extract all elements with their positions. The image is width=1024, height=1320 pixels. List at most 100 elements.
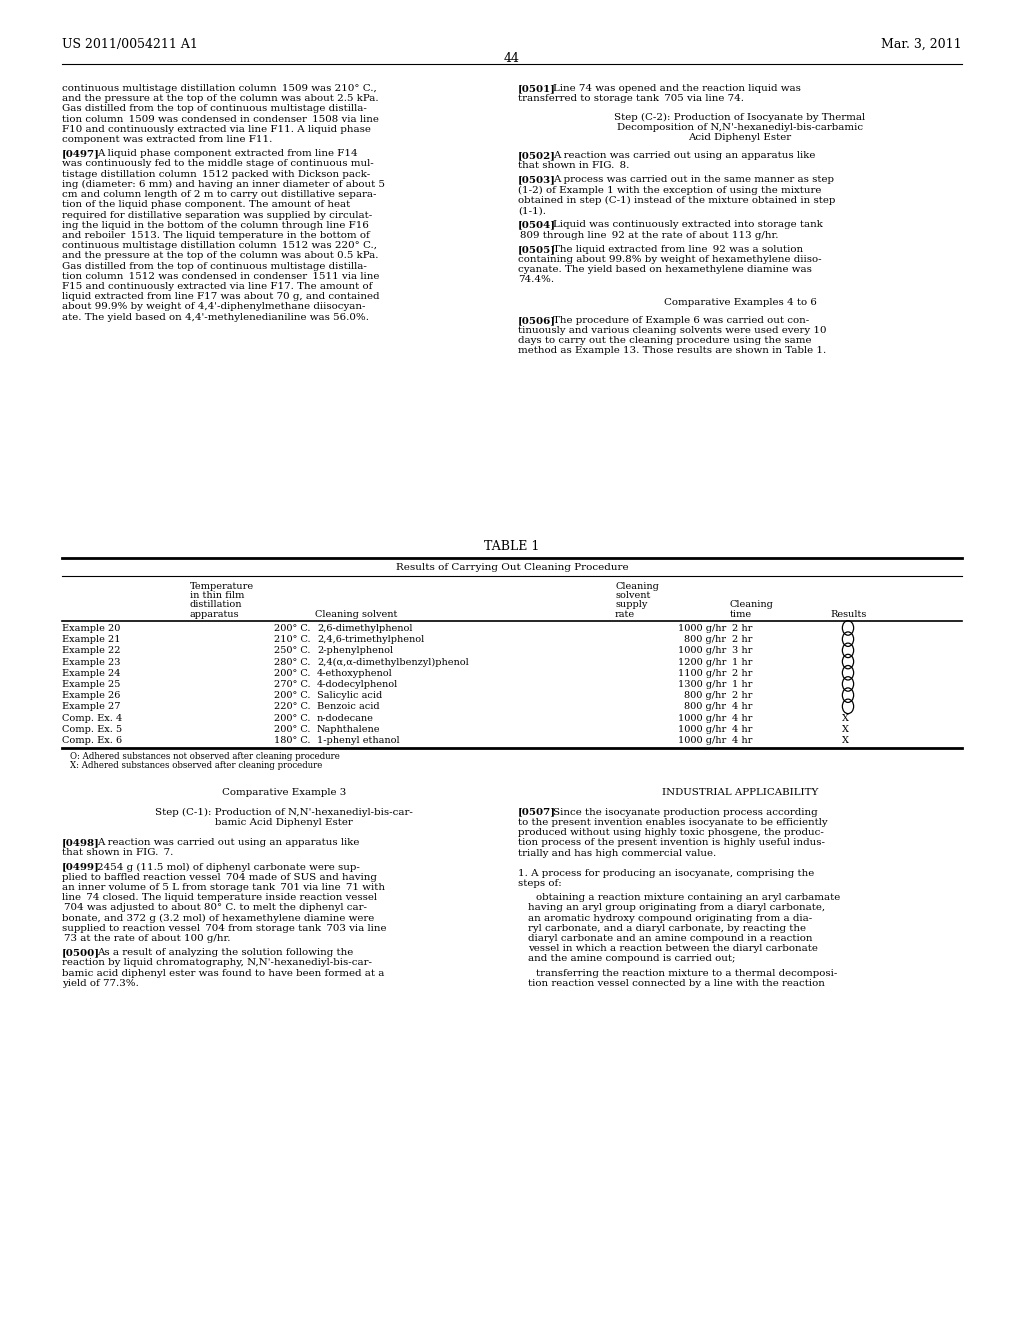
Text: Comp. Ex. 6: Comp. Ex. 6 [62, 737, 122, 744]
Text: Gas distilled from the top of continuous multistage distilla-: Gas distilled from the top of continuous… [62, 261, 367, 271]
Text: Cleaning: Cleaning [615, 582, 658, 591]
Text: Example 26: Example 26 [62, 692, 121, 700]
Text: Liquid was continuously extracted into storage tank: Liquid was continuously extracted into s… [553, 220, 823, 230]
Text: 200° C.: 200° C. [274, 714, 311, 722]
Text: 270° C.: 270° C. [274, 680, 311, 689]
Text: 4 hr: 4 hr [732, 702, 753, 711]
Text: 4-ethoxyphenol: 4-ethoxyphenol [317, 669, 393, 677]
Text: Example 20: Example 20 [62, 624, 121, 634]
Text: 1000 g/hr: 1000 g/hr [678, 647, 726, 655]
Text: about 99.9% by weight of 4,4'-diphenylmethane diisocyan-: about 99.9% by weight of 4,4'-diphenylme… [62, 302, 366, 312]
Text: 1-phenyl ethanol: 1-phenyl ethanol [317, 737, 399, 744]
Text: 809 through line  92 at the rate of about 113 g/hr.: 809 through line 92 at the rate of about… [518, 231, 778, 239]
Text: tion reaction vessel connected by a line with the reaction: tion reaction vessel connected by a line… [528, 979, 825, 987]
Text: A process was carried out in the same manner as step: A process was carried out in the same ma… [553, 176, 835, 185]
Text: 280° C.: 280° C. [274, 657, 311, 667]
Text: and the pressure at the top of the column was about 0.5 kPa.: and the pressure at the top of the colum… [62, 251, 379, 260]
Text: 1000 g/hr: 1000 g/hr [678, 737, 726, 744]
Text: 4 hr: 4 hr [732, 725, 753, 734]
Text: that shown in FIG.  8.: that shown in FIG. 8. [518, 161, 630, 170]
Text: Example 24: Example 24 [62, 669, 121, 677]
Text: required for distillative separation was supplied by circulat-: required for distillative separation was… [62, 211, 373, 219]
Text: [0498]: [0498] [62, 838, 99, 847]
Text: X: X [842, 725, 849, 734]
Text: 250° C.: 250° C. [274, 647, 311, 655]
Text: US 2011/0054211 A1: US 2011/0054211 A1 [62, 38, 198, 51]
Text: Cleaning: Cleaning [730, 601, 774, 610]
Text: 200° C.: 200° C. [274, 692, 311, 700]
Text: 800 g/hr: 800 g/hr [684, 635, 726, 644]
Text: [0500]: [0500] [62, 948, 100, 957]
Text: 2 hr: 2 hr [732, 635, 753, 644]
Text: continuous multistage distillation column  1509 was 210° C.,: continuous multistage distillation colum… [62, 84, 377, 92]
Text: and the pressure at the top of the column was about 2.5 kPa.: and the pressure at the top of the colum… [62, 94, 379, 103]
Text: Mar. 3, 2011: Mar. 3, 2011 [882, 38, 962, 51]
Text: [0499]: [0499] [62, 862, 99, 871]
Text: 4 hr: 4 hr [732, 737, 753, 744]
Text: 200° C.: 200° C. [274, 624, 311, 634]
Text: Comp. Ex. 4: Comp. Ex. 4 [62, 714, 122, 722]
Text: ate. The yield based on 4,4'-methylenedianiline was 56.0%.: ate. The yield based on 4,4'-methylenedi… [62, 313, 369, 322]
Text: Example 22: Example 22 [62, 647, 121, 655]
Text: F​15 and continuously extracted via line F​17. The amount of: F​15 and continuously extracted via line… [62, 282, 373, 290]
Text: 1 hr: 1 hr [732, 657, 753, 667]
Text: (1-2) of Example 1 with the exception of using the mixture: (1-2) of Example 1 with the exception of… [518, 186, 821, 195]
Text: 4-dodecylphenol: 4-dodecylphenol [317, 680, 398, 689]
Text: 1. A process for producing an isocyanate, comprising the: 1. A process for producing an isocyanate… [518, 869, 814, 878]
Text: The procedure of Example 6 was carried out con-: The procedure of Example 6 was carried o… [553, 315, 810, 325]
Text: days to carry out the cleaning procedure using the same: days to carry out the cleaning procedure… [518, 337, 811, 346]
Text: 2 hr: 2 hr [732, 669, 753, 677]
Text: Acid Diphenyl Ester: Acid Diphenyl Ester [688, 133, 792, 141]
Text: [0497]: [0497] [62, 149, 100, 158]
Text: obtained in step (C-1) instead of the mixture obtained in step: obtained in step (C-1) instead of the mi… [518, 195, 836, 205]
Text: As a result of analyzing the solution following the: As a result of analyzing the solution fo… [97, 948, 353, 957]
Text: Line ​74 was opened and the reaction liquid was: Line ​74 was opened and the reaction liq… [553, 84, 801, 92]
Text: yield of 77.3%.: yield of 77.3%. [62, 979, 139, 987]
Text: [0503]: [0503] [518, 176, 556, 185]
Text: 2 hr: 2 hr [732, 624, 753, 634]
Text: 2,6-dimethylphenol: 2,6-dimethylphenol [317, 624, 413, 634]
Text: Temperature: Temperature [190, 582, 254, 591]
Text: Example 27: Example 27 [62, 702, 121, 711]
Text: tion column  1512 was condensed in condenser  1511 via line: tion column 1512 was condensed in conden… [62, 272, 379, 281]
Text: time: time [730, 610, 752, 619]
Text: 73 at the rate of about 100 g/hr.: 73 at the rate of about 100 g/hr. [62, 935, 230, 942]
Text: Salicylic acid: Salicylic acid [317, 692, 382, 700]
Text: 2454 g (11.5 mol) of diphenyl carbonate were sup-: 2454 g (11.5 mol) of diphenyl carbonate … [97, 862, 360, 871]
Text: 800 g/hr: 800 g/hr [684, 692, 726, 700]
Text: [0505]: [0505] [518, 244, 556, 253]
Text: 200° C.: 200° C. [274, 669, 311, 677]
Text: Gas distilled from the top of continuous multistage distilla-: Gas distilled from the top of continuous… [62, 104, 367, 114]
Text: 210° C.: 210° C. [274, 635, 311, 644]
Text: Results: Results [830, 610, 866, 619]
Text: containing about 99.8% by weight of hexamethylene diiso-: containing about 99.8% by weight of hexa… [518, 255, 821, 264]
Text: and reboiler  1513. The liquid temperature in the bottom of: and reboiler 1513. The liquid temperatur… [62, 231, 370, 240]
Text: 200° C.: 200° C. [274, 725, 311, 734]
Text: 1000 g/hr: 1000 g/hr [678, 714, 726, 722]
Text: method as Example 13. Those results are shown in Table 1.: method as Example 13. Those results are … [518, 346, 826, 355]
Text: component was extracted from line F​11.: component was extracted from line F​11. [62, 135, 272, 144]
Text: 1 hr: 1 hr [732, 680, 753, 689]
Text: Results of Carrying Out Cleaning Procedure: Results of Carrying Out Cleaning Procedu… [395, 564, 629, 572]
Text: 2,4,6-trimethylphenol: 2,4,6-trimethylphenol [317, 635, 424, 644]
Text: cm and column length of 2 m to carry out distillative separa-: cm and column length of 2 m to carry out… [62, 190, 377, 199]
Text: bamic Acid Diphenyl Ester: bamic Acid Diphenyl Ester [215, 818, 353, 826]
Text: tistage distillation column  1512 packed with Dickson pack-: tistage distillation column 1512 packed … [62, 170, 371, 178]
Text: tion of the liquid phase component. The amount of heat: tion of the liquid phase component. The … [62, 201, 350, 210]
Text: X: Adhered substances observed after cleaning procedure: X: Adhered substances observed after cle… [70, 760, 323, 770]
Text: (1-1).: (1-1). [518, 206, 546, 215]
Text: Since the isocyanate production process according: Since the isocyanate production process … [553, 808, 818, 817]
Text: 2-phenylphenol: 2-phenylphenol [317, 647, 393, 655]
Text: line  74 closed. The liquid temperature inside reaction vessel: line 74 closed. The liquid temperature i… [62, 894, 377, 902]
Text: 1000 g/hr: 1000 g/hr [678, 624, 726, 634]
Text: supplied to reaction vessel  704 from storage tank  703 via line: supplied to reaction vessel 704 from sto… [62, 924, 386, 933]
Text: 44: 44 [504, 51, 520, 65]
Text: Step (C-1): Production of N,N'-hexanediyl-bis-car-: Step (C-1): Production of N,N'-hexanediy… [155, 808, 413, 817]
Text: [0501]: [0501] [518, 84, 556, 92]
Text: A liquid phase component extracted from line F​14: A liquid phase component extracted from … [97, 149, 358, 158]
Text: was continuously fed to the middle stage of continuous mul-: was continuously fed to the middle stage… [62, 160, 374, 169]
Text: having an aryl group originating from a diaryl carbonate,: having an aryl group originating from a … [528, 903, 825, 912]
Text: diaryl carbonate and an amine compound in a reaction: diaryl carbonate and an amine compound i… [528, 935, 812, 942]
Text: reaction by liquid chromatography, N,N'-hexanediyl-bis-car-: reaction by liquid chromatography, N,N'-… [62, 958, 372, 968]
Text: liquid extracted from line F​17 was about 70 g, and contained: liquid extracted from line F​17 was abou… [62, 292, 380, 301]
